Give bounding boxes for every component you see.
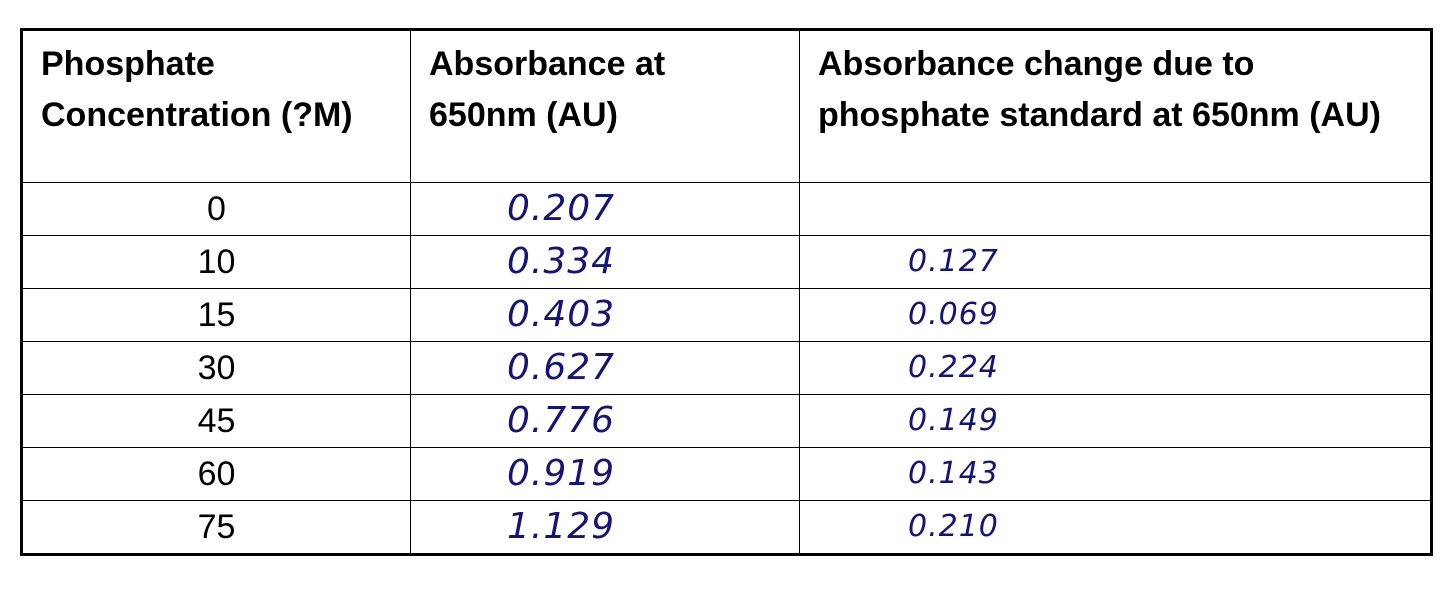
absorbance-cell: 0.919 [410, 447, 800, 501]
concentration-cell: 0 [21, 182, 411, 236]
absorbance-cell: 0.776 [410, 394, 800, 448]
change-cell: 0.143 [799, 447, 1432, 501]
absorbance-cell: 0.207 [410, 182, 800, 236]
concentration-cell: 75 [21, 500, 411, 555]
change-value: 0.069 [908, 297, 999, 332]
change-cell: 0.210 [799, 500, 1432, 555]
change-cell: 0.127 [799, 235, 1432, 289]
absorbance-value: 0.334 [507, 241, 616, 282]
header-absorbance-change: Absorbance change due to phosphate stand… [799, 29, 1432, 183]
table-row: 10 0.334 0.127 [21, 235, 1432, 289]
concentration-cell: 10 [21, 235, 411, 289]
concentration-cell: 30 [21, 341, 411, 395]
table-row: 45 0.776 0.149 [21, 394, 1432, 448]
table-row: 0 0.207 [21, 182, 1432, 236]
header-absorbance: Absorbance at 650nm (AU) [410, 29, 800, 183]
concentration-cell: 60 [21, 447, 411, 501]
change-value: 0.210 [908, 509, 999, 544]
change-value: 0.224 [908, 350, 999, 385]
absorbance-value: 0.403 [507, 294, 616, 335]
header-row: Phosphate Concentration (?M) Absorbance … [21, 29, 1432, 183]
table-row: 15 0.403 0.069 [21, 288, 1432, 342]
change-cell: 0.149 [799, 394, 1432, 448]
absorbance-cell: 0.403 [410, 288, 800, 342]
change-value: 0.127 [908, 244, 999, 279]
absorbance-value: 0.207 [507, 188, 616, 229]
change-cell [799, 182, 1432, 236]
absorbance-cell: 0.334 [410, 235, 800, 289]
absorbance-cell: 0.627 [410, 341, 800, 395]
absorbance-value: 0.776 [507, 400, 616, 441]
absorbance-value: 0.919 [507, 453, 616, 494]
change-value: 0.143 [908, 456, 999, 491]
header-concentration: Phosphate Concentration (?M) [21, 29, 411, 183]
phosphate-absorbance-table: Phosphate Concentration (?M) Absorbance … [20, 28, 1433, 556]
absorbance-cell: 1.129 [410, 500, 800, 555]
concentration-cell: 15 [21, 288, 411, 342]
change-cell: 0.069 [799, 288, 1432, 342]
concentration-cell: 45 [21, 394, 411, 448]
absorbance-value: 1.129 [507, 506, 616, 547]
table-row: 60 0.919 0.143 [21, 447, 1432, 501]
change-value: 0.149 [908, 403, 999, 438]
absorbance-value: 0.627 [507, 347, 616, 388]
table-row: 75 1.129 0.210 [21, 500, 1432, 555]
table-row: 30 0.627 0.224 [21, 341, 1432, 395]
change-cell: 0.224 [799, 341, 1432, 395]
